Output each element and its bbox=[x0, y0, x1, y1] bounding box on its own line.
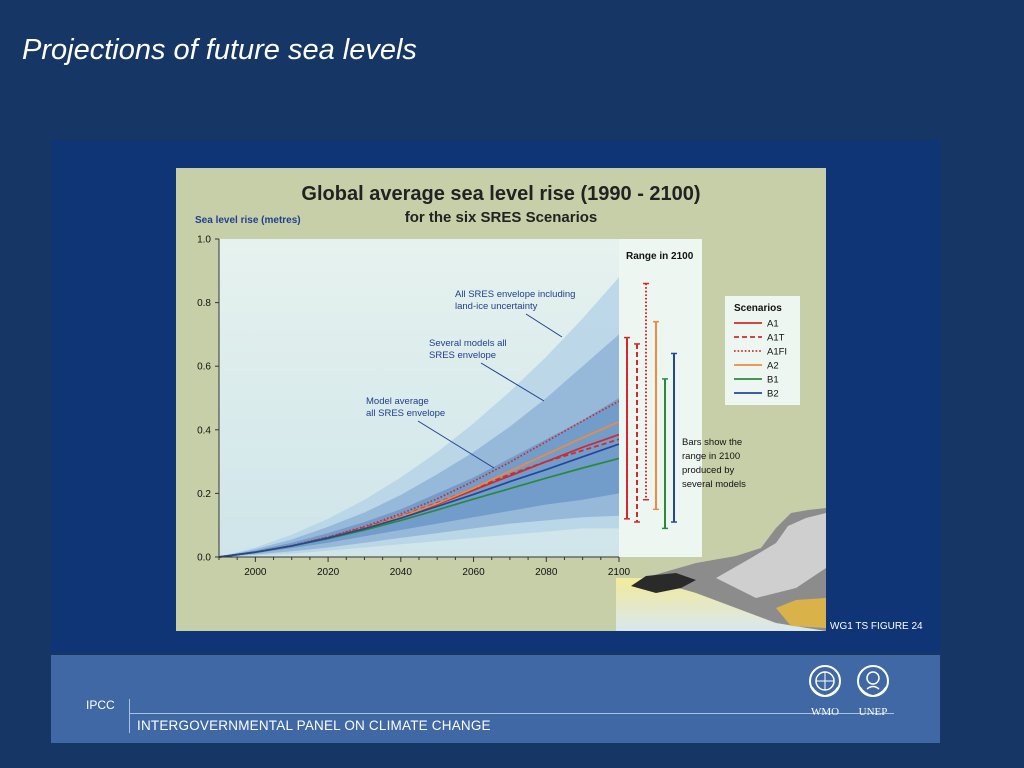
annotation-arrow-several-models bbox=[480, 362, 545, 402]
range-bar-b2 bbox=[671, 352, 677, 523]
range-bar-a1 bbox=[624, 336, 630, 520]
x-tick-label: 2020 bbox=[317, 567, 340, 578]
annotation-arrow-model-average bbox=[417, 420, 495, 469]
legend-label-b1: B1 bbox=[767, 375, 779, 386]
series-a1fi bbox=[218, 400, 620, 558]
x-tick-label: 2080 bbox=[535, 567, 558, 578]
figure-caption: WG1 TS FIGURE 24 bbox=[830, 621, 923, 632]
envelope-layer bbox=[219, 277, 619, 557]
y-tick-label: 0.0 bbox=[197, 553, 211, 564]
x-tick-label: 2060 bbox=[462, 567, 485, 578]
unep-logo: UNEP bbox=[851, 663, 895, 718]
legend-label-a1t: A1T bbox=[767, 333, 785, 344]
coastline-illustration bbox=[616, 508, 826, 631]
x-tick-label: 2040 bbox=[390, 567, 413, 578]
annotation-model-average: Model average all SRES envelope bbox=[366, 396, 445, 419]
chart-title: Global average sea level rise (1990 - 21… bbox=[301, 183, 700, 205]
tick-layer: 0.0 0.2 0.4 0.6 0.8 1.0 2000 2020 2040 2060 2080 21… bbox=[197, 235, 630, 579]
footer-divider-horizontal bbox=[129, 713, 894, 714]
footer-bar: IPCC INTERGOVERNMENTAL PANEL ON CLIMATE … bbox=[51, 655, 940, 743]
y-tick-label: 0.6 bbox=[197, 362, 211, 373]
annotations: All SRES envelope including land-ice unc… bbox=[366, 289, 746, 490]
wmo-label: WMO bbox=[810, 706, 840, 718]
slide-title: Projections of future sea levels bbox=[22, 34, 417, 66]
legend-box bbox=[725, 296, 800, 405]
legend-label-a1: A1 bbox=[767, 319, 779, 330]
range-bars bbox=[624, 282, 677, 530]
envelope-2 bbox=[219, 398, 619, 557]
annotation-all-sres: All SRES envelope including land-ice unc… bbox=[455, 289, 578, 312]
x-tick-label: 2100 bbox=[608, 567, 631, 578]
legend-label-a2: A2 bbox=[767, 361, 779, 372]
annotation-several-models: Several models all SRES envelope bbox=[429, 338, 509, 361]
wmo-emblem-icon bbox=[809, 665, 841, 697]
legend-label-a1fi: A1FI bbox=[767, 347, 787, 358]
footer-organization: INTERGOVERNMENTAL PANEL ON CLIMATE CHANG… bbox=[137, 718, 491, 733]
series-b2 bbox=[218, 443, 620, 558]
x-tick-label: 2000 bbox=[244, 567, 267, 578]
y-axis-label: Sea level rise (metres) bbox=[195, 215, 301, 226]
footer-ipcc: IPCC bbox=[86, 698, 115, 712]
range-bar-b1 bbox=[662, 378, 668, 530]
legend-title: Scenarios bbox=[734, 303, 782, 314]
series-layer bbox=[218, 400, 620, 558]
range-bar-a2 bbox=[653, 320, 659, 511]
chart-subtitle: for the six SRES Scenarios bbox=[405, 209, 598, 226]
sea-level-figure: 0.0 0.2 0.4 0.6 0.8 1.0 2000 2020 2040 2060 2080 21… bbox=[176, 168, 826, 631]
annotation-arrow-all-sres bbox=[525, 313, 563, 338]
annotation-bars: Bars show the range in 2100 produced by … bbox=[682, 437, 746, 490]
legend-label-b2: B2 bbox=[767, 389, 779, 400]
y-tick-label: 1.0 bbox=[197, 235, 211, 246]
range-bar-a1fi bbox=[643, 282, 649, 501]
y-tick-label: 0.4 bbox=[197, 425, 211, 436]
range-panel-title: Range in 2100 bbox=[626, 251, 694, 262]
unep-label: UNEP bbox=[858, 706, 888, 718]
wmo-logo: WMO bbox=[803, 663, 847, 718]
range-panel bbox=[619, 239, 702, 557]
footer-divider-vertical bbox=[129, 699, 130, 733]
range-bar-a1t bbox=[634, 343, 640, 523]
legend: Scenarios A1 A1T A1FI A2 B1 B2 bbox=[725, 296, 800, 405]
y-tick-label: 0.8 bbox=[197, 298, 211, 309]
sea-level-chart: 0.0 0.2 0.4 0.6 0.8 1.0 2000 2020 2040 2060 2080 21… bbox=[195, 183, 826, 631]
unep-emblem-icon bbox=[857, 665, 889, 697]
y-tick-label: 0.2 bbox=[197, 489, 211, 500]
